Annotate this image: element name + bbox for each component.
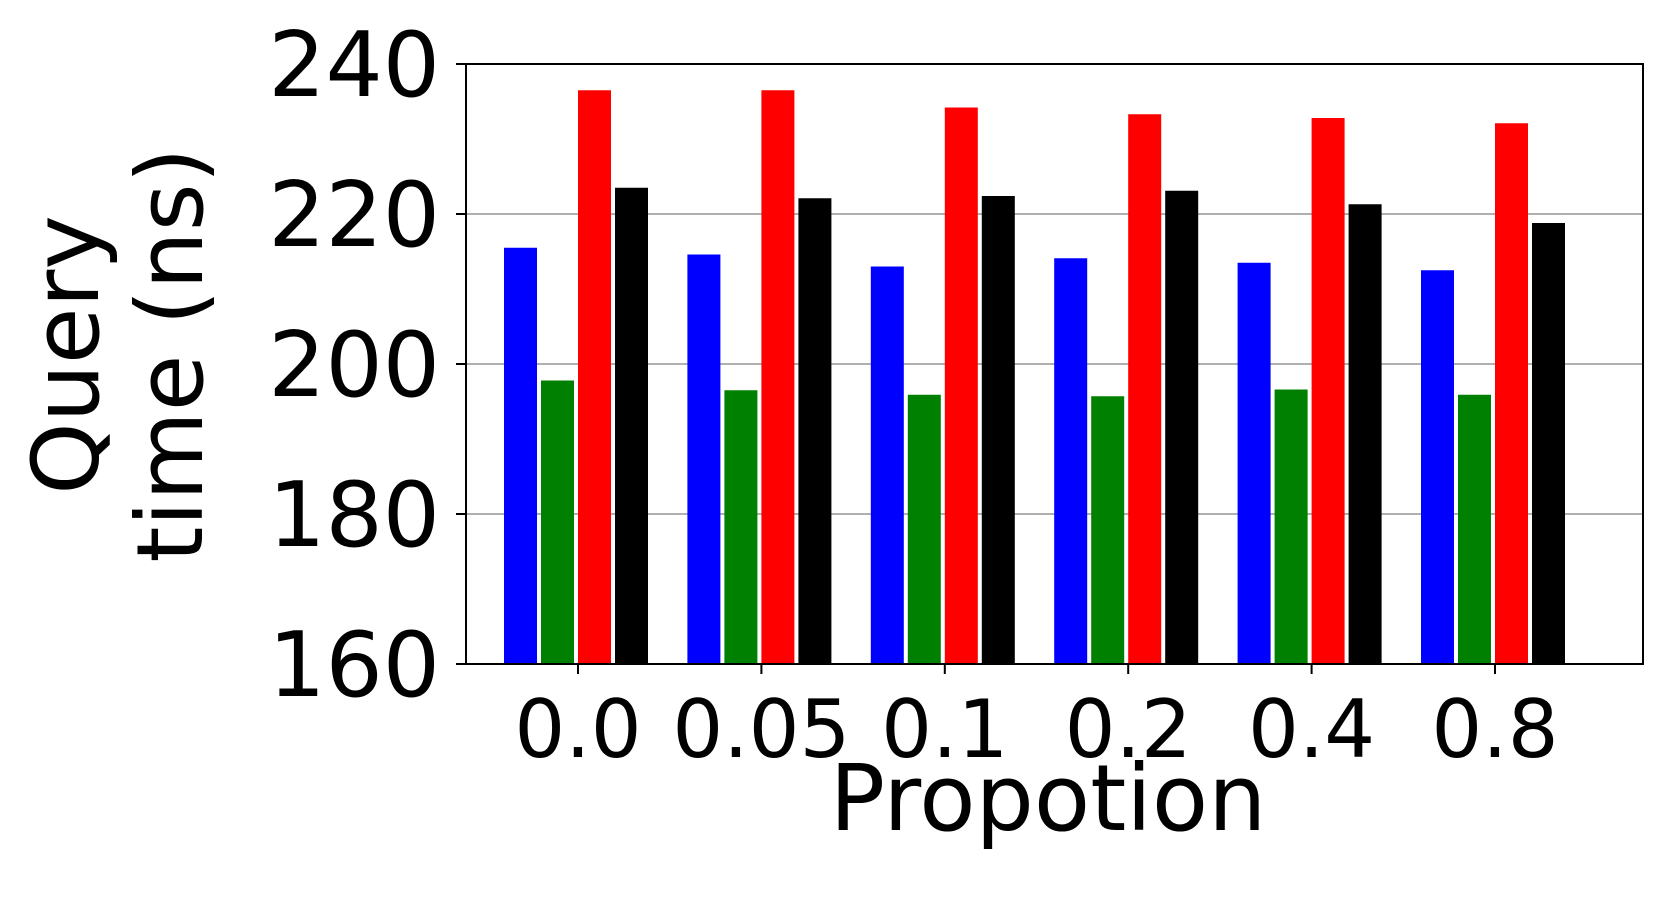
bar — [1458, 394, 1491, 664]
x-tick-label: 0.4 — [1248, 683, 1375, 776]
x-tick-label: 0.8 — [1431, 683, 1558, 776]
bar — [870, 266, 904, 664]
bar — [1348, 204, 1382, 664]
x-tick-label: 0.2 — [1065, 683, 1192, 776]
bar — [944, 107, 978, 664]
x-axis-title: Propotion — [830, 745, 1267, 852]
bar — [504, 247, 537, 664]
y-tick-label: 220 — [268, 163, 440, 268]
y-axis-title: Query time (ns) — [13, 147, 224, 562]
bar — [1128, 114, 1162, 664]
bar — [724, 390, 758, 664]
y-ticks: 160 180 200 220 240 — [268, 13, 466, 718]
bar — [1532, 223, 1565, 664]
bar — [1054, 258, 1088, 664]
bar — [1091, 396, 1125, 664]
x-tick-label: 0.05 — [672, 683, 850, 776]
bar — [1421, 270, 1454, 664]
bar — [578, 90, 611, 664]
y-tick-label: 160 — [268, 613, 440, 718]
y-axis-title-line-2: time (ns) — [117, 147, 224, 562]
bar — [541, 380, 574, 664]
bar — [907, 394, 941, 664]
bar — [1274, 389, 1308, 664]
bar — [615, 187, 648, 664]
bar — [1311, 118, 1345, 664]
bar — [687, 254, 721, 664]
bar — [1237, 262, 1271, 664]
bar — [798, 198, 832, 664]
x-ticks: 0.0 0.05 0.1 0.2 0.4 0.8 — [514, 664, 1559, 776]
x-tick-label: 0.1 — [881, 683, 1008, 776]
x-tick-label: 0.0 — [514, 683, 641, 776]
bar — [981, 196, 1015, 664]
y-tick-label: 180 — [268, 463, 440, 568]
bar — [1495, 123, 1528, 664]
bar — [761, 90, 795, 664]
bars — [504, 90, 1565, 664]
y-tick-label: 200 — [268, 313, 440, 418]
y-tick-label: 240 — [268, 13, 440, 118]
y-axis-title-line-1: Query — [13, 215, 120, 495]
bar — [1165, 190, 1199, 664]
